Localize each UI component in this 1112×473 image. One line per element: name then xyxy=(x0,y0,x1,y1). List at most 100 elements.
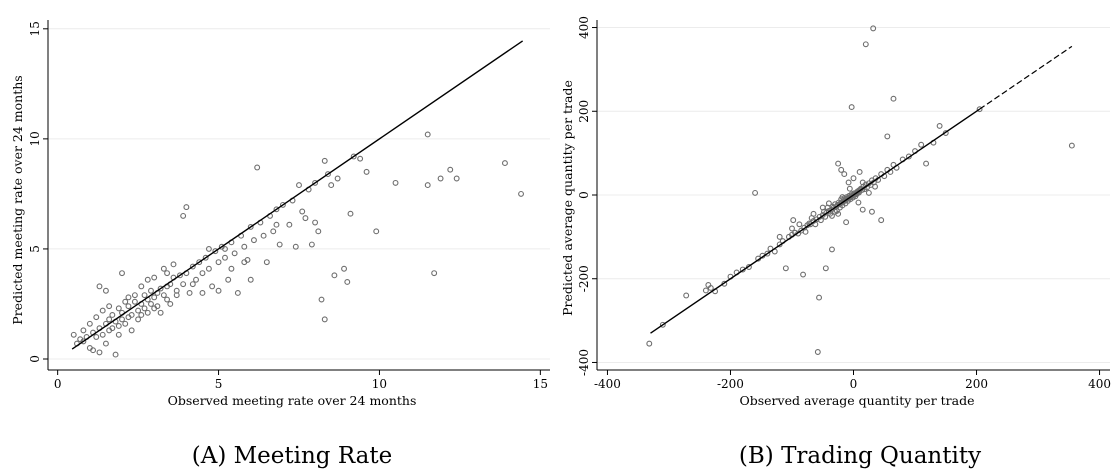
panel-a-point xyxy=(199,270,206,277)
panel-b-point xyxy=(1068,142,1075,149)
panel-a-point xyxy=(176,272,183,279)
panel-a-point xyxy=(518,190,524,197)
panel-a-point xyxy=(344,278,351,285)
panel-a-point xyxy=(199,290,206,296)
panel-a-y-tick-label: 5 xyxy=(28,245,42,253)
panel-a-point xyxy=(241,243,248,250)
panel-a-point xyxy=(350,153,357,160)
panel-a-point xyxy=(328,182,335,189)
panel-b-point xyxy=(790,217,797,224)
panel-a-caption: (A) Meeting Rate xyxy=(192,443,393,469)
panel-b-y-tick-label: -200 xyxy=(577,265,591,292)
panel-a-point xyxy=(299,208,306,215)
panel-b-point xyxy=(843,219,850,226)
panel-b-y-tick-label: 0 xyxy=(577,191,591,199)
panel-a-point xyxy=(222,254,228,261)
panel-b-point xyxy=(850,175,857,182)
panel-b-y-tick-label: -400 xyxy=(577,349,591,376)
panel-a-point xyxy=(164,296,171,303)
panel-a-point xyxy=(70,331,77,338)
panel-b-point xyxy=(884,133,891,140)
panel-a-point xyxy=(392,179,399,186)
panel-a-point xyxy=(125,303,132,310)
panel-a-point xyxy=(250,237,257,244)
panel-b-x-tick-label: 400 xyxy=(1088,377,1111,391)
panel-a-point xyxy=(341,265,348,272)
panel-b-point xyxy=(810,210,817,217)
panel-a-point xyxy=(286,221,293,228)
panel-a-point xyxy=(424,182,431,189)
panel-b-point xyxy=(839,194,846,201)
panel-b-point xyxy=(829,246,835,253)
panel-a-point xyxy=(215,259,222,266)
panel-b-point xyxy=(855,199,862,206)
panel-a-point xyxy=(373,228,380,235)
panel-b-point xyxy=(835,160,842,167)
panel-a-point xyxy=(292,243,299,250)
panel-a-point xyxy=(241,259,248,266)
panel-b-point xyxy=(869,208,875,215)
panel-a-point xyxy=(144,309,151,316)
panel-a-point xyxy=(99,331,106,338)
panel-a-point xyxy=(273,206,280,213)
panel-a-point xyxy=(279,201,286,208)
panel-a-point xyxy=(234,290,241,296)
panel-a-point xyxy=(80,338,87,345)
panel-a-point xyxy=(93,314,100,321)
panel-a-xlabel: Observed meeting rate over 24 months xyxy=(168,393,417,408)
panel-b-point xyxy=(702,287,709,294)
panel-b-point xyxy=(846,185,853,192)
panel-a-point xyxy=(138,283,145,290)
panel-a-point xyxy=(96,349,103,356)
panel-a-point xyxy=(247,276,254,283)
panel-b-point xyxy=(845,179,852,186)
panel-a-point xyxy=(112,351,119,358)
panel-b-point xyxy=(890,95,897,102)
panel-a-point xyxy=(501,160,508,167)
panel-a-point xyxy=(222,245,228,252)
panel-b-point xyxy=(872,183,878,190)
panel-a-point xyxy=(173,292,180,299)
panel-b-ylabel: Predicted average quantity per trade xyxy=(560,80,575,316)
panel-b-point xyxy=(646,340,653,347)
panel-a-point xyxy=(205,265,212,272)
panel-a-y-tick-label: 15 xyxy=(28,21,42,36)
panel-a-point xyxy=(180,281,187,288)
panel-a-point xyxy=(115,305,122,312)
panel-a-point xyxy=(321,157,328,164)
panel-a-point xyxy=(276,241,283,248)
panel-a-point xyxy=(106,316,113,323)
panel-a-point xyxy=(135,316,142,323)
panel-b-fit-line-dashed xyxy=(979,45,1073,110)
panel-a-point xyxy=(138,312,145,318)
panel-a-point xyxy=(90,347,97,354)
panel-a-point xyxy=(205,245,212,252)
panel-a-point xyxy=(260,232,267,239)
panel-b-xlabel: Observed average quantity per trade xyxy=(739,393,974,408)
panel-a-point xyxy=(321,316,328,323)
panel-a-point xyxy=(131,298,138,305)
panel-a-point xyxy=(209,283,216,290)
panel-b-x-tick-label: -200 xyxy=(717,377,744,391)
panel-a-point xyxy=(308,241,315,248)
panel-a-point xyxy=(453,175,460,182)
panel-a-point xyxy=(106,303,113,310)
panel-b-point xyxy=(816,294,823,301)
panel-a-point xyxy=(263,259,270,266)
panel-trading-quantity: -400 -200 0 200 400 -400 -200 0 200 400 xyxy=(577,16,1111,391)
panel-b-point xyxy=(923,160,930,167)
panel-b-point xyxy=(841,171,848,178)
panel-b-point xyxy=(878,217,885,224)
panel-a-point xyxy=(312,179,319,186)
panel-a-point xyxy=(247,223,254,230)
panel-a-point xyxy=(437,175,444,182)
panel-a-point xyxy=(270,228,277,235)
panel-a-point xyxy=(170,261,177,268)
panel-a-point xyxy=(115,323,122,329)
panel-b-point xyxy=(865,189,872,196)
panel-a-point xyxy=(315,228,322,235)
panel-a-point xyxy=(357,155,364,162)
panel-a-point xyxy=(318,296,325,303)
panel-a-x-tick-label: 0 xyxy=(54,377,62,391)
